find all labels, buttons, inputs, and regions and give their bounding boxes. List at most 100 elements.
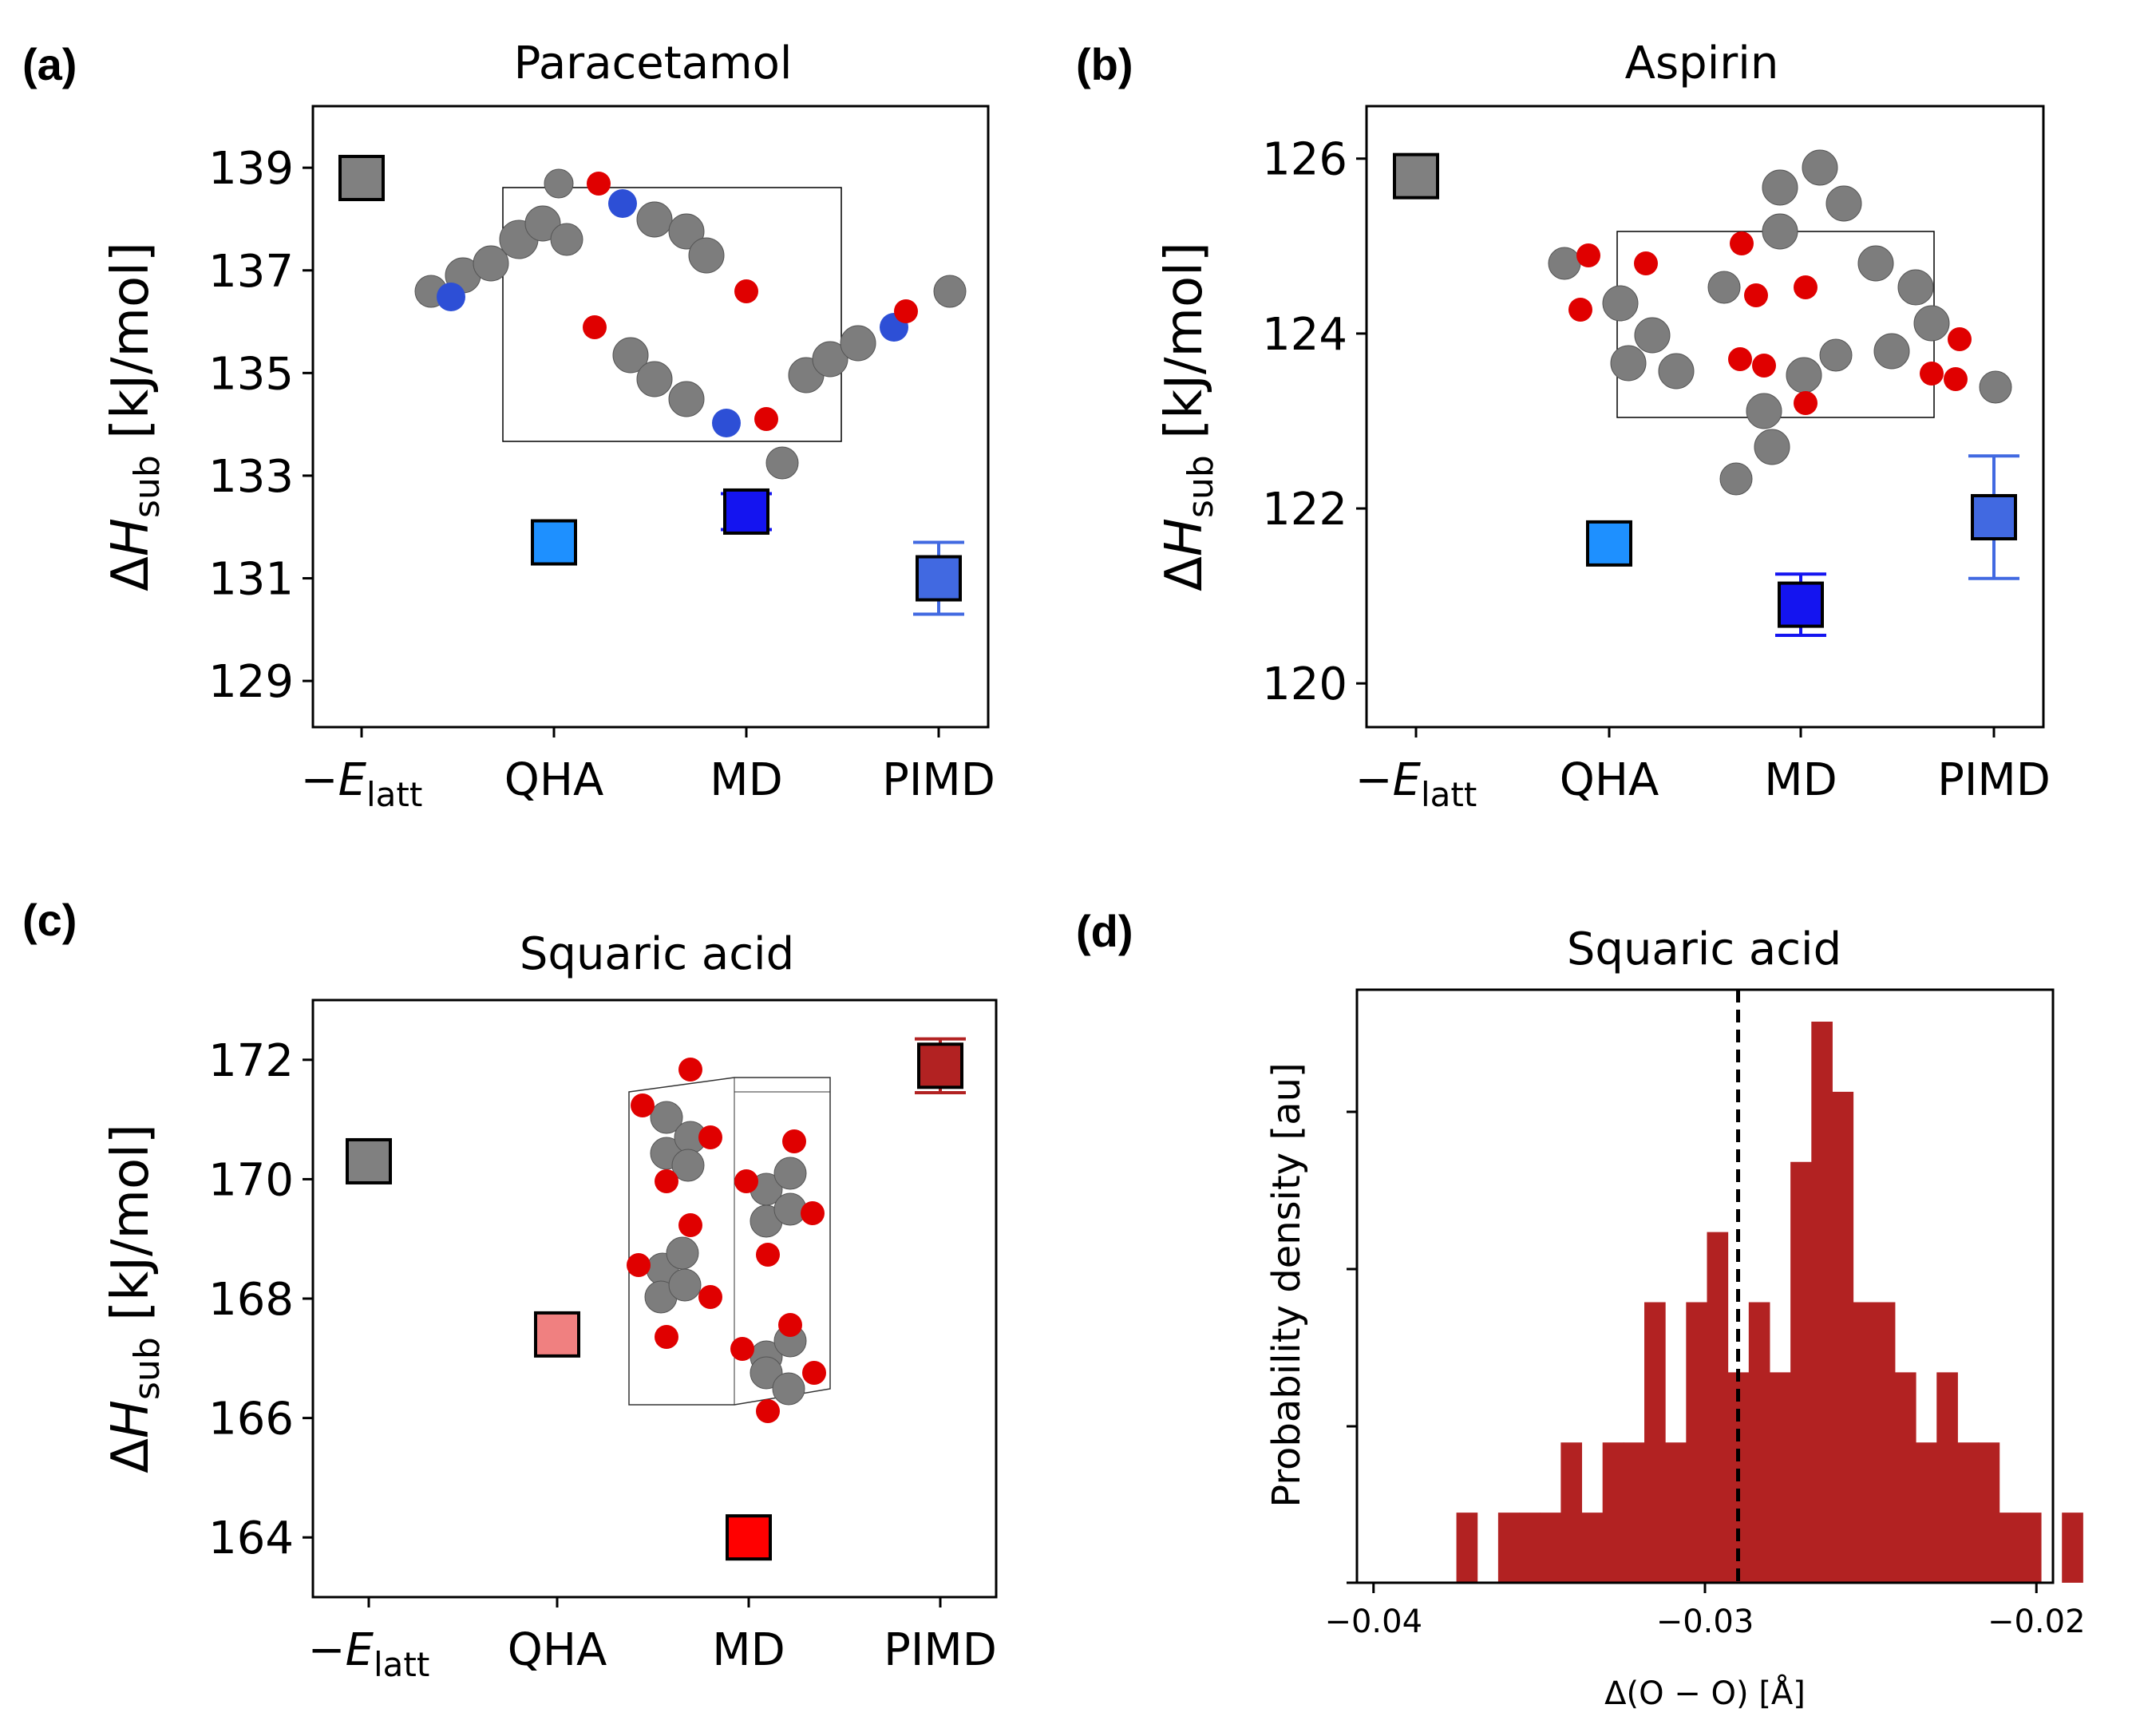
panel-label-b: (b) — [1076, 39, 1133, 89]
x-tick-label: QHA — [508, 1624, 607, 1676]
panel-d-bars — [1456, 1022, 2083, 1583]
data-point-pimd — [917, 1042, 963, 1089]
y-tick-label: 133 — [208, 451, 294, 503]
panel-a-ylabel: ΔHsub [kJ/mol] — [101, 242, 168, 591]
aspirin-crystal-inset — [1548, 149, 2012, 496]
panel-d-xlabel: Δ(O − O) [Å] — [1604, 1674, 1806, 1712]
y-tick-label: 137 — [208, 246, 294, 298]
panel-c-y-ticks: 164 166 168 170 172 — [208, 1035, 313, 1564]
y-tick-label: 122 — [1262, 484, 1347, 536]
panel-c-squaric-acid: (c) Squaric acid 164 166 168 170 172 −Elatt Q… — [22, 895, 998, 1684]
y-tick-label: 139 — [208, 143, 294, 195]
panel-a-axes — [311, 105, 990, 729]
histogram-bar — [1811, 1022, 1833, 1583]
panel-c-ylabel: ΔHsub [kJ/mol] — [101, 1124, 168, 1473]
y-tick-label: 170 — [208, 1154, 294, 1206]
histogram-bar — [1748, 1302, 1770, 1583]
panel-c-points — [346, 1037, 966, 1561]
histogram-bar — [1602, 1442, 1624, 1583]
histogram-bar — [2019, 1513, 2042, 1583]
y-tick-label: 172 — [208, 1035, 294, 1087]
histogram-bar — [1540, 1513, 1561, 1583]
y-tick-label: 168 — [208, 1274, 294, 1326]
histogram-bar — [1936, 1372, 1958, 1583]
panel-d-title: Squaric acid — [1567, 923, 1841, 975]
histogram-bar — [1894, 1372, 1916, 1583]
panel-b-ylabel: ΔHsub [kJ/mol] — [1155, 242, 1221, 591]
data-point-elatt — [1393, 152, 1439, 200]
x-tick-label: −0.02 — [1988, 1604, 2086, 1640]
squaric-acid-crystal-inset — [627, 1058, 831, 1423]
panel-c-x-ticks: −Elatt QHA MD PIMD — [308, 1597, 997, 1684]
y-tick-label: 164 — [208, 1513, 294, 1564]
histogram-bar — [1978, 1442, 2000, 1583]
histogram-bar — [1873, 1302, 1896, 1583]
y-tick-label: 124 — [1262, 309, 1347, 361]
panel-a-title: Paracetamol — [514, 38, 793, 89]
y-tick-label: 166 — [208, 1394, 294, 1445]
panel-d-ylabel: Probability density [au] — [1264, 1062, 1309, 1508]
data-point-pimd — [916, 555, 962, 602]
histogram-bar — [1644, 1302, 1666, 1583]
histogram-bar — [1497, 1513, 1520, 1583]
histogram-bar — [1560, 1442, 1583, 1583]
histogram-bar — [1853, 1302, 1875, 1583]
x-tick-label: MD — [1764, 754, 1837, 806]
data-point-qha — [1586, 520, 1632, 567]
panel-d-histogram: (d) Squaric acid −0.04 −0.03 −0.02 Δ(O − O… — [1076, 906, 2086, 1712]
histogram-bar — [2062, 1513, 2083, 1583]
x-tick-label: −Elatt — [308, 1624, 430, 1684]
panel-b-y-ticks: 120 122 124 126 — [1262, 134, 1367, 710]
histogram-bar — [1665, 1442, 1687, 1583]
y-tick-label: 135 — [208, 348, 294, 400]
histogram-bar — [1686, 1302, 1707, 1583]
y-tick-label: 129 — [208, 656, 294, 708]
paracetamol-crystal-inset — [414, 168, 967, 480]
histogram-bar — [1623, 1442, 1645, 1583]
histogram-bar — [1769, 1372, 1791, 1583]
data-point-elatt — [346, 1137, 392, 1184]
panel-b-points — [1393, 152, 2019, 637]
histogram-bar — [1916, 1442, 1937, 1583]
panel-b-title: Aspirin — [1625, 38, 1779, 89]
x-tick-label: −Elatt — [301, 754, 423, 814]
panel-b-axes — [1365, 105, 2045, 729]
data-point-md — [726, 1514, 772, 1561]
histogram-bar — [1456, 1513, 1478, 1583]
histogram-bar — [1581, 1513, 1604, 1583]
panel-label-d: (d) — [1076, 906, 1133, 956]
histogram-bar — [1832, 1091, 1854, 1583]
y-tick-label: 120 — [1262, 658, 1347, 710]
data-point-qha — [534, 1311, 580, 1358]
histogram-bar — [1790, 1161, 1812, 1583]
histogram-bar — [1519, 1513, 1541, 1583]
data-point-md — [1778, 581, 1824, 628]
histogram-bar — [1999, 1513, 2021, 1583]
data-point-md — [723, 488, 769, 535]
panel-a-points — [338, 155, 964, 616]
panel-b-x-ticks: −Elatt QHA MD PIMD — [1355, 727, 2051, 814]
x-tick-label: PIMD — [884, 1624, 997, 1676]
panel-label-c: (c) — [22, 895, 77, 945]
panel-b-aspirin: (b) Aspirin 120 122 124 126 −Elatt QHA MD PIMD… — [1076, 38, 2051, 814]
data-point-elatt — [338, 155, 385, 202]
panel-a-y-ticks: 129 131 133 135 137 139 — [208, 143, 313, 708]
x-tick-label: −0.03 — [1656, 1604, 1754, 1640]
x-tick-label: PIMD — [1937, 754, 2051, 806]
panel-a-x-ticks: −Elatt QHA MD PIMD — [301, 727, 995, 814]
data-point-qha — [531, 519, 577, 566]
x-tick-label: MD — [710, 754, 782, 806]
y-tick-label: 131 — [208, 554, 294, 606]
x-tick-label: QHA — [504, 754, 604, 806]
data-point-pimd — [1971, 494, 2017, 541]
x-tick-label: QHA — [1560, 754, 1659, 806]
x-tick-label: −Elatt — [1355, 754, 1477, 814]
panel-c-title: Squaric acid — [520, 928, 794, 980]
panel-a-paracetamol: (a) Paracetamol 129 131 133 135 137 139 −Elat… — [22, 38, 995, 814]
y-tick-label: 126 — [1262, 134, 1347, 186]
x-tick-label: MD — [712, 1624, 785, 1676]
panel-d-y-minor-ticks — [1347, 1110, 1357, 1584]
panel-label-a: (a) — [22, 39, 77, 89]
x-tick-label: −0.04 — [1324, 1604, 1422, 1640]
